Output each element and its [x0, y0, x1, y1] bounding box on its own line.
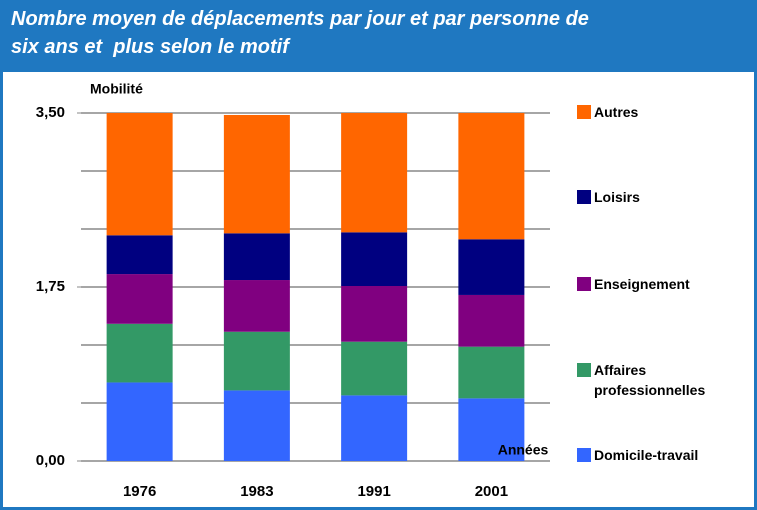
bar-segment	[458, 398, 525, 461]
bar-segment	[341, 286, 408, 342]
bar-segment	[458, 346, 525, 399]
bar-segment	[341, 232, 408, 287]
x-tick-label: 1983	[240, 483, 273, 500]
y-tick-label: 0,00	[36, 452, 65, 469]
bar-segment	[223, 390, 290, 461]
y-axis-label: Mobilité	[90, 81, 143, 97]
x-axis-label: Années	[498, 442, 549, 458]
chart: Mobilité 0,00 1,75 3,50 1976 1983 1991 2001 Ann…	[36, 81, 550, 500]
title-banner: Nombre moyen de déplacements par jour et…	[3, 0, 754, 72]
bar-segment	[341, 341, 408, 396]
bar-segment	[223, 233, 290, 281]
x-tick-label: 1991	[357, 483, 390, 500]
chart-title: six ans et plus selon le motif	[11, 36, 289, 58]
legend-label: Autres	[594, 104, 639, 120]
legend-swatch	[577, 105, 591, 119]
bar-segment	[458, 113, 525, 240]
bar-segment	[106, 113, 173, 236]
bar-segment	[106, 235, 173, 275]
x-tick-label: 2001	[475, 483, 508, 500]
bar-segment	[223, 114, 290, 234]
bar-segment	[458, 294, 525, 347]
legend-swatch	[577, 190, 591, 204]
bar-segment	[458, 239, 525, 295]
bar-segment	[223, 280, 290, 332]
bar-segment	[341, 113, 408, 233]
bar-segment	[341, 395, 408, 461]
legend-label: Enseignement	[594, 276, 690, 292]
y-tick-label: 1,75	[36, 278, 65, 295]
chart-title: Nombre moyen de déplacements par jour et…	[11, 8, 589, 30]
legend-swatch	[577, 448, 591, 462]
bar-segment	[106, 274, 173, 324]
bar-segment	[106, 382, 173, 461]
legend-swatch	[577, 277, 591, 291]
x-tick-label: 1976	[123, 483, 156, 500]
legend-label: Affaires professionnelles	[594, 362, 706, 398]
legend-label: Loisirs	[594, 189, 640, 205]
bar-segment	[106, 323, 173, 383]
y-tick-label: 3,50	[36, 104, 65, 121]
legend-label: Domicile-travail	[594, 447, 699, 463]
legend-swatch	[577, 363, 591, 377]
bar-segment	[223, 331, 290, 391]
